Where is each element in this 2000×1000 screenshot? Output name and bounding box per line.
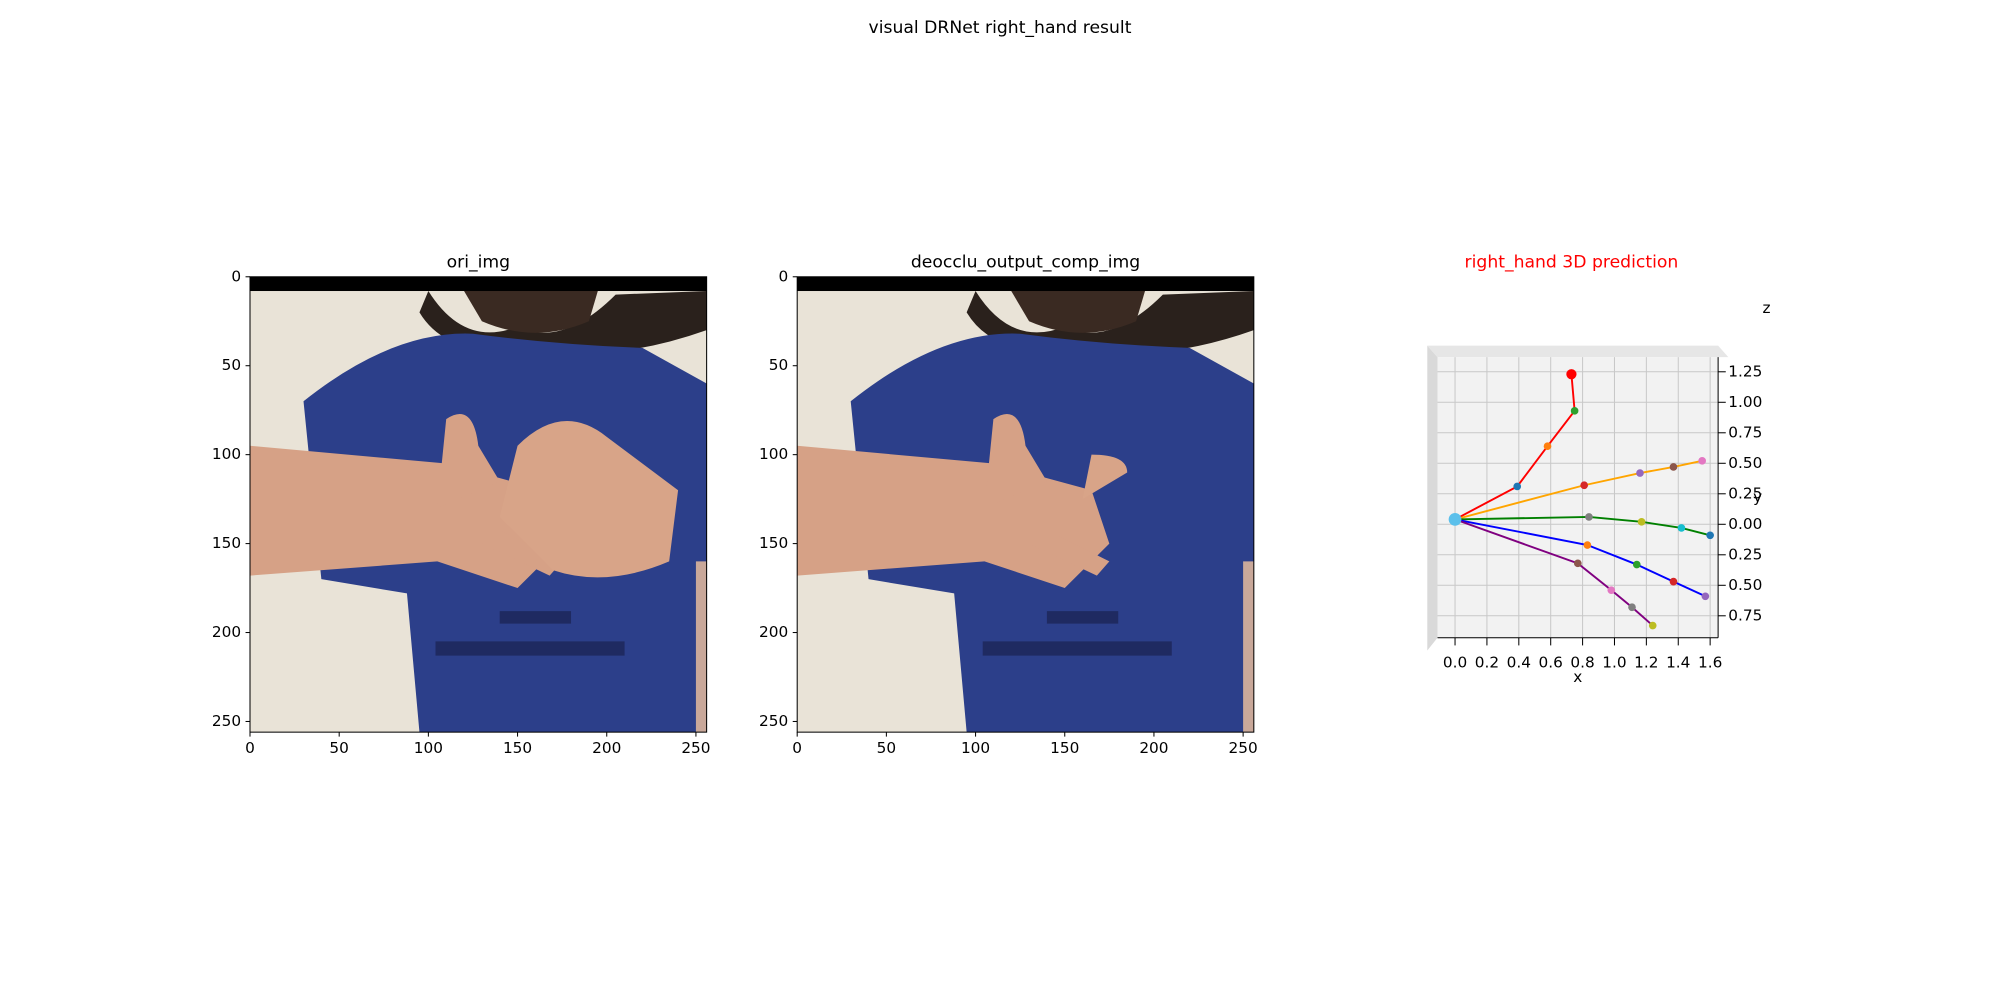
y-tick-label: 150 <box>759 534 788 552</box>
joint <box>1580 481 1589 490</box>
y-tick-label: 150 <box>212 534 241 552</box>
x-tick-label: 0.4 <box>1507 654 1531 672</box>
x-tick-label: 250 <box>1229 739 1258 757</box>
y-axis-label: y <box>1753 488 1762 506</box>
joint <box>1677 524 1686 532</box>
joint <box>1698 457 1706 465</box>
x-axis-label: x <box>1573 668 1582 686</box>
x-tick-label: 1.2 <box>1634 654 1658 672</box>
x-tick-label: 200 <box>592 739 621 757</box>
y-tick-label: 1.25 <box>1728 362 1762 380</box>
joint <box>1570 406 1579 415</box>
y-tick-label: 0.75 <box>1728 423 1762 441</box>
joint <box>1585 513 1593 521</box>
x-tick-label: 0.8 <box>1570 654 1594 672</box>
joint <box>1701 592 1710 601</box>
joint <box>1543 442 1552 451</box>
joint <box>1706 531 1714 540</box>
x-tick-label: 100 <box>961 739 990 757</box>
y-tick-label: 0.50 <box>1728 454 1762 472</box>
x-tick-label: 250 <box>681 739 710 757</box>
y-tick-label: 100 <box>759 445 788 463</box>
x-tick-label: 50 <box>877 739 896 757</box>
y-tick-label: 0 <box>231 267 241 285</box>
pane <box>1427 345 1729 651</box>
x-tick-label: 150 <box>503 739 532 757</box>
axes-title: deocclu_output_comp_img <box>911 253 1140 273</box>
joint <box>1669 463 1678 471</box>
y-tick-label: 0.25 <box>1728 545 1762 563</box>
y-tick-label: 250 <box>759 712 788 730</box>
y-tick-label: 0.25 <box>1728 484 1762 502</box>
x-tick-label: 0 <box>245 739 255 757</box>
joint <box>1628 603 1636 612</box>
y-tick-label: 1.00 <box>1728 393 1762 411</box>
y-tick-label: 50 <box>769 356 788 374</box>
hand <box>499 421 679 578</box>
z-axis-label: z <box>1763 299 1771 317</box>
joint <box>1583 541 1592 549</box>
x-tick-label: 0 <box>792 739 802 757</box>
y-tick-label: 50 <box>222 356 241 374</box>
x-tick-label: 0.6 <box>1539 654 1563 672</box>
y-tick-label: 0.00 <box>1728 515 1762 533</box>
x-tick-label: 1.4 <box>1666 654 1690 672</box>
x-tick-label: 200 <box>1139 739 1168 757</box>
root-joint <box>1448 513 1462 526</box>
y-tick-label: 200 <box>212 623 241 641</box>
y-tick-label: 0.75 <box>1728 606 1762 624</box>
x-tick-label: 0.2 <box>1475 654 1499 672</box>
y-tick-label: 200 <box>759 623 788 641</box>
joint <box>1669 577 1678 586</box>
y-tick-label: 250 <box>212 712 241 730</box>
joint <box>1573 559 1582 568</box>
joint <box>1648 621 1657 630</box>
x-tick-label: 50 <box>329 739 348 757</box>
x-tick-label: 1.6 <box>1698 654 1722 672</box>
joint <box>1566 369 1577 380</box>
x-tick-label: 100 <box>414 739 443 757</box>
x-tick-label: 0.0 <box>1443 654 1467 672</box>
axes-frame <box>796 276 1255 733</box>
joint <box>1513 482 1522 491</box>
y-tick-label: 100 <box>212 445 241 463</box>
joint <box>1607 586 1616 594</box>
finger <box>1082 454 1128 500</box>
x-tick-label: 150 <box>1050 739 1079 757</box>
image <box>250 276 707 733</box>
axes-title: right_hand 3D prediction <box>1465 253 1679 273</box>
x-tick-label: 1.0 <box>1602 654 1626 672</box>
joint <box>1636 469 1644 477</box>
y-tick-label: 0 <box>779 267 789 285</box>
y-tick-label: 0.50 <box>1728 576 1762 594</box>
figure-title: visual DRNet right_hand result <box>869 18 1132 38</box>
axes-title: ori_img <box>447 253 510 273</box>
joint <box>1632 560 1641 569</box>
image <box>797 276 1254 733</box>
joint <box>1637 518 1646 526</box>
axes-frame <box>249 276 708 733</box>
